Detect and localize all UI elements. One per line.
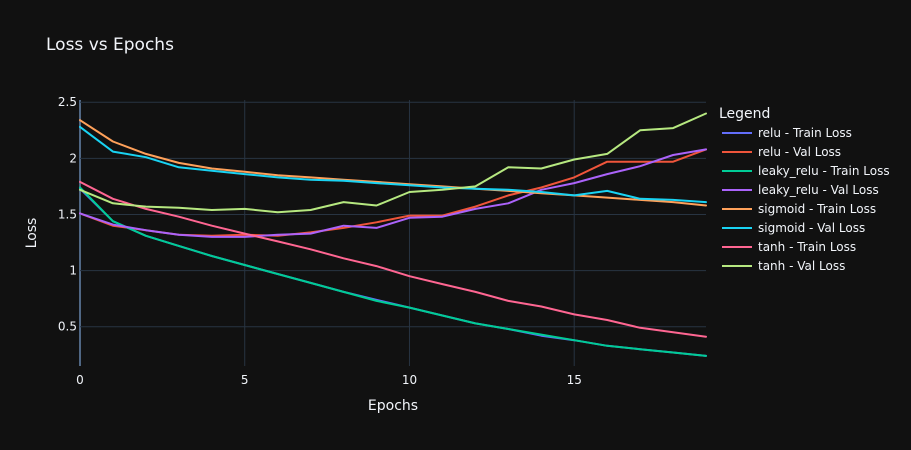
y-tick-label: 0.5: [58, 320, 77, 334]
legend-entry: leaky_relu - Val Loss: [758, 183, 879, 197]
series-line: [79, 186, 707, 357]
y-axis-title: Loss: [24, 218, 40, 249]
legend-entry: leaky_relu - Train Loss: [758, 164, 890, 178]
series-line: [79, 119, 707, 207]
legend-entry: sigmoid - Train Loss: [758, 202, 876, 216]
legend-entry: tanh - Val Loss: [758, 259, 845, 273]
legend: Legend relu - Train Loss relu - Val Loss l…: [719, 106, 890, 273]
tick-layer: 0 5 10 15 0.5 1 1.5 2 2.5: [58, 95, 582, 387]
series-line: [79, 125, 707, 204]
legend-entry: tanh - Train Loss: [758, 240, 856, 254]
x-tick-label: 0: [76, 373, 84, 387]
chart-title: Loss vs Epochs: [46, 35, 174, 55]
plot-area: [80, 100, 706, 366]
legend-items: relu - Train Loss relu - Val Loss leaky_re…: [722, 126, 890, 273]
y-tick-label: 1.5: [58, 207, 77, 221]
legend-title: Legend: [719, 106, 770, 122]
series-line: [79, 180, 707, 338]
legend-entry: relu - Val Loss: [758, 145, 841, 159]
y-tick-label: 1: [69, 264, 77, 278]
y-tick-label: 2: [69, 151, 77, 165]
legend-entry: sigmoid - Val Loss: [758, 221, 865, 235]
x-axis-title: Epochs: [368, 398, 418, 414]
series-layer: [79, 112, 707, 357]
y-tick-label: 2.5: [58, 95, 77, 109]
legend-entry: relu - Train Loss: [758, 126, 852, 140]
series-line: [79, 148, 707, 238]
x-tick-label: 5: [241, 373, 249, 387]
x-tick-label: 15: [567, 373, 582, 387]
x-tick-label: 10: [402, 373, 417, 387]
series-line: [79, 112, 707, 214]
